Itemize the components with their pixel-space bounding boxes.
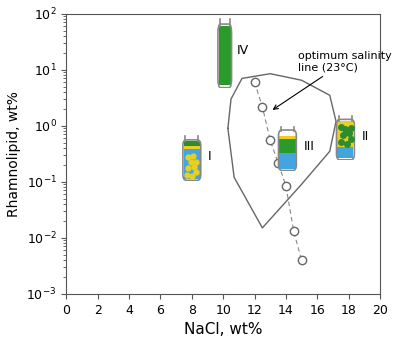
Bar [184, 141, 200, 179]
X-axis label: NaCl, wt%: NaCl, wt% [184, 322, 262, 337]
Bar [279, 136, 296, 139]
Bar [184, 146, 200, 149]
Bar [218, 26, 231, 85]
Text: optimum salinity
line (23°C): optimum salinity line (23°C) [274, 51, 392, 109]
Y-axis label: Rhamnolipid, wt%: Rhamnolipid, wt% [7, 91, 21, 217]
Bar [279, 153, 296, 169]
Text: II: II [361, 130, 368, 143]
Text: IV: IV [237, 44, 249, 57]
Bar [184, 141, 200, 146]
Bar [337, 147, 354, 158]
Text: III: III [303, 140, 314, 153]
Text: I: I [208, 150, 211, 163]
Bar [279, 139, 296, 153]
Bar [337, 121, 354, 158]
